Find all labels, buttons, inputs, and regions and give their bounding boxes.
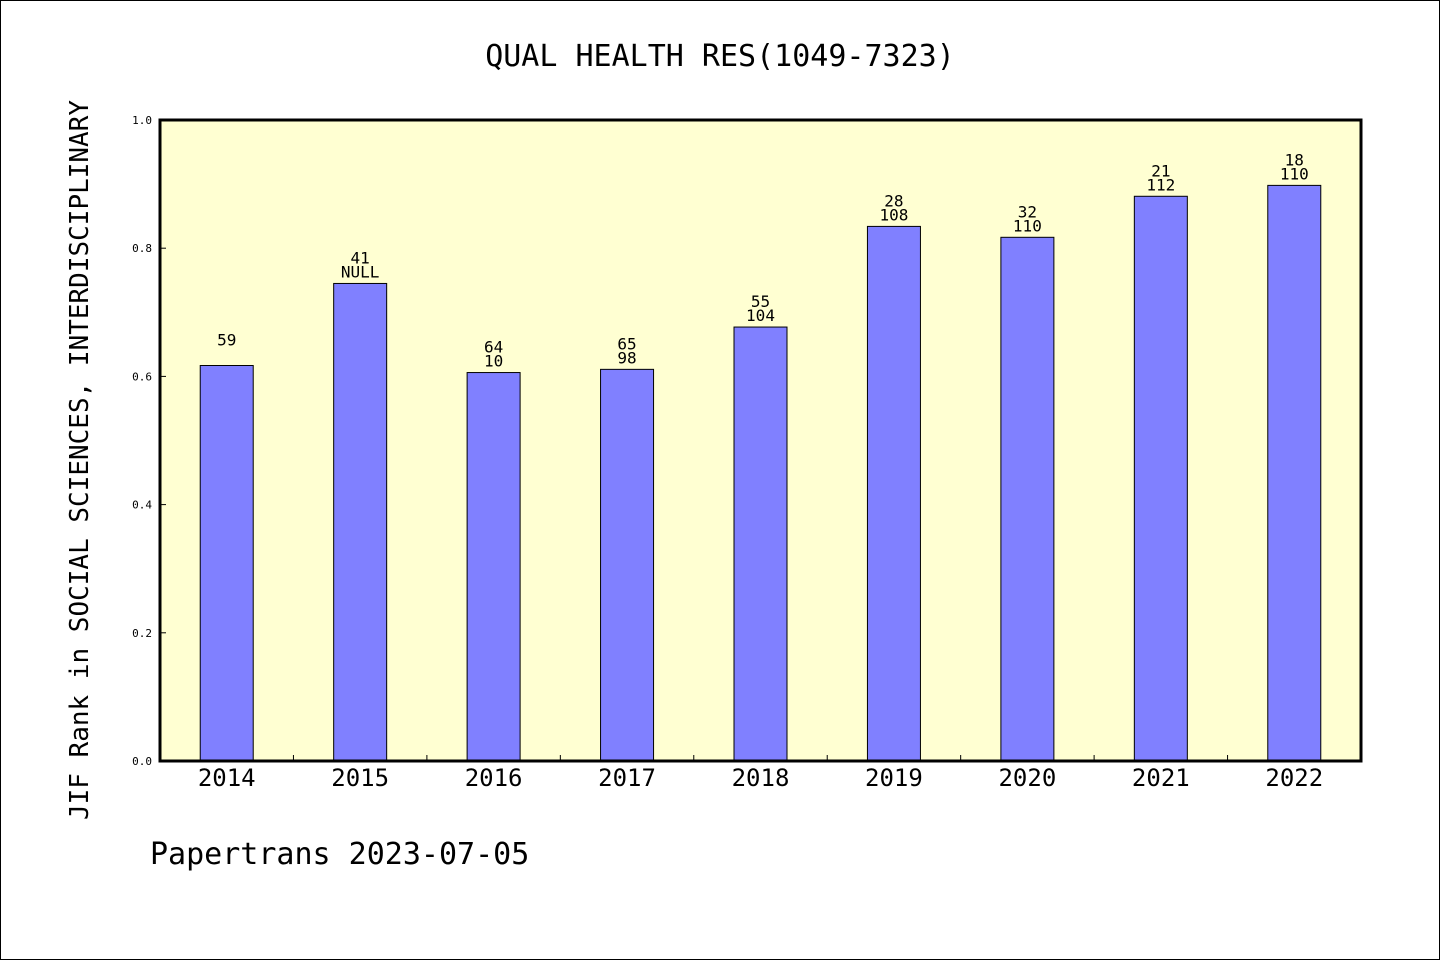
- bar-rank-label: 41: [351, 248, 370, 267]
- y-tick-label: 0.6: [132, 370, 152, 383]
- x-tick-label: 2019: [865, 764, 923, 792]
- bar-2016: [466, 372, 521, 762]
- x-tick-label: 2015: [331, 764, 389, 792]
- bar-rank-label: 28: [884, 191, 903, 210]
- bar-total-label: 108: [879, 205, 908, 224]
- bar-2020: [1000, 236, 1055, 762]
- x-tick-label: 2017: [598, 764, 656, 792]
- y-tick-label: 0.8: [132, 242, 152, 255]
- y-tick-label: 1.0: [132, 114, 152, 127]
- bar-2017: [600, 368, 655, 762]
- bar-rank-label: 55: [751, 292, 770, 311]
- bar-2022: [1267, 184, 1322, 762]
- bar-total-label: 104: [746, 306, 775, 325]
- x-tick-label: 2022: [1265, 764, 1323, 792]
- x-tick-label: 2021: [1132, 764, 1190, 792]
- y-axis: 0.0 0.2 0.4 0.6 0.8 1.0: [132, 114, 166, 768]
- x-tick-label: 2020: [998, 764, 1056, 792]
- bar-rank-label: 21: [1151, 161, 1170, 180]
- bar-rank-label: 64: [484, 338, 503, 357]
- bar-2018: [733, 326, 788, 762]
- bar-2021: [1133, 195, 1188, 762]
- bar-2019: [866, 225, 921, 762]
- bar-2015: [333, 282, 388, 762]
- bar-total-label: 98: [617, 348, 636, 367]
- bar-rank-label: 18: [1285, 150, 1304, 169]
- bar-total-label: NULL: [341, 262, 380, 281]
- bar-total-label: 10: [484, 352, 503, 371]
- x-tick-label: 2016: [465, 764, 523, 792]
- chart-title: QUAL HEALTH RES(1049-7323): [485, 39, 955, 74]
- y-tick-label: 0.2: [132, 627, 152, 640]
- bar-total-label: 110: [1280, 164, 1309, 183]
- y-axis-label: JIF Rank in SOCIAL SCIENCES, INTERDISCIP…: [65, 100, 95, 820]
- x-axis: 2014 2015 2016 2017 2018 2019 2020 2021 2022: [198, 755, 1323, 792]
- bar-total-label: 112: [1146, 175, 1175, 194]
- bar-rank-label: 32: [1018, 202, 1037, 221]
- x-tick-label: 2018: [732, 764, 790, 792]
- x-tick-label: 2014: [198, 764, 256, 792]
- bar-rank-label: 59: [217, 331, 236, 350]
- y-tick-label: 0.4: [132, 499, 152, 512]
- footer-credit: Papertrans 2023-07-05: [150, 837, 529, 872]
- plot-frame: [158, 118, 1363, 763]
- y-tick-label: 0.0: [132, 755, 152, 768]
- bar-2014: [199, 365, 254, 762]
- bar-total-label: 110: [1013, 216, 1042, 235]
- bar-rank-label: 65: [617, 334, 636, 353]
